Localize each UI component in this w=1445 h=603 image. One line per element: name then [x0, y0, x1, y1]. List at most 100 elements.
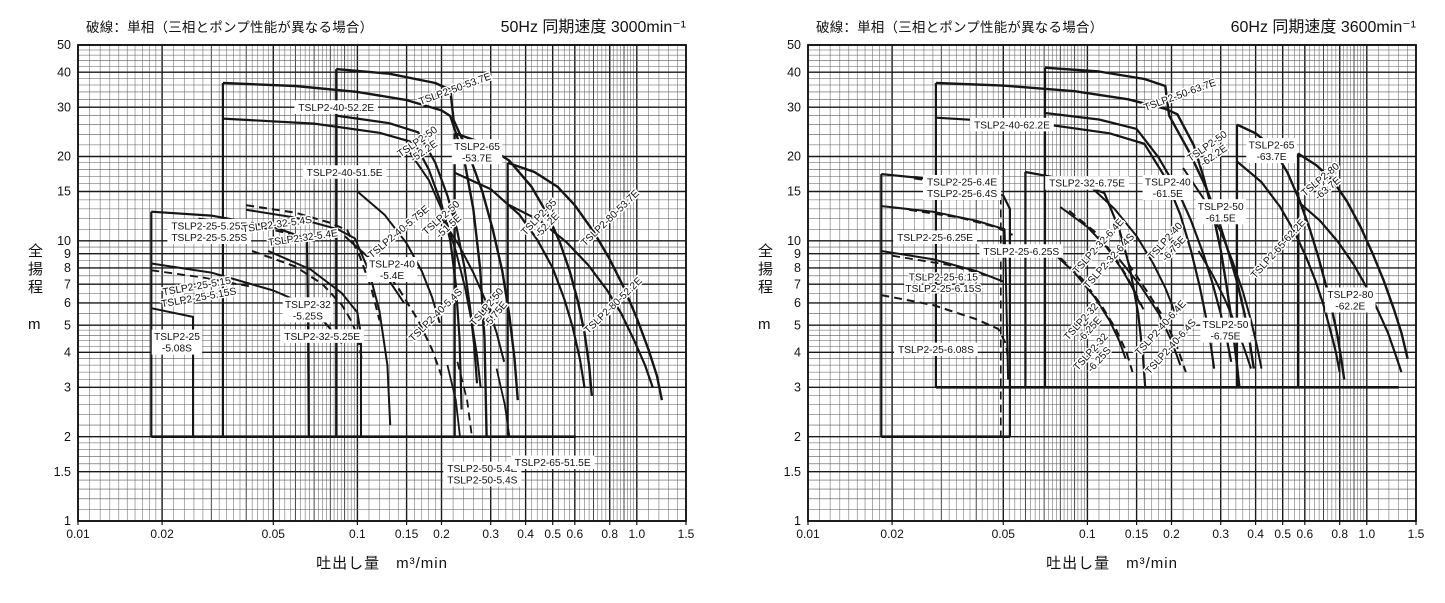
svg-text:TSLP2-32-5.25E: TSLP2-32-5.25E	[284, 332, 360, 343]
curve-TSLP2-65-62.2E	[1236, 160, 1341, 373]
pump-envelope-curves	[150, 67, 664, 438]
curve-TSLP2-50-6.75E	[1197, 250, 1252, 369]
svg-text:6: 6	[64, 296, 71, 310]
curve-TSLP2-25-5.08S	[151, 307, 194, 437]
svg-text:-62.2E: -62.2E	[1335, 302, 1365, 313]
curve-TSLP2-65-52.2E	[454, 171, 586, 388]
model-label: TSLP2-25-6.08S	[894, 342, 978, 356]
svg-text:TSLP2-65: TSLP2-65	[1249, 141, 1295, 152]
svg-text:1.0: 1.0	[1358, 527, 1375, 541]
model-label: TSLP2-80-62.2E	[1325, 287, 1376, 313]
model-label: TSLP2-65-51.5E	[510, 455, 595, 469]
model-label: TSLP2-50-51.5E	[419, 197, 465, 242]
svg-text:TSLP2-25-6.25S: TSLP2-25-6.25S	[983, 247, 1059, 258]
y-axis-title-60hz: 全揚程	[756, 243, 773, 297]
dashed-line-note-50hz: 破線：単相（三相とポンプ性能が異なる場合）	[86, 20, 374, 35]
svg-text:30: 30	[57, 100, 71, 114]
model-label: TSLP2-40-62.2E	[970, 117, 1054, 131]
svg-text:TSLP2-50-5.4E: TSLP2-50-5.4E	[447, 464, 517, 475]
curve-TSLP2-40-51.5E	[222, 117, 463, 410]
svg-text:TSLP2-32-6.75E: TSLP2-32-6.75E	[1049, 179, 1125, 190]
svg-text:TSLP2-40: TSLP2-40	[369, 260, 415, 271]
chart-60hz: TSLP2-50-63.7ETSLP2-40-62.2ETSLP2-65-63.…	[784, 38, 1425, 541]
svg-text:TSLP2-40-51.5E: TSLP2-40-51.5E	[307, 168, 383, 179]
y-axis-title-50hz: 全揚程	[26, 243, 43, 297]
curve-TSLP2-40-6.75E	[1086, 182, 1176, 312]
svg-text:4: 4	[794, 346, 801, 360]
model-label: TSLP2-40-52.2E	[294, 100, 379, 114]
svg-text:2: 2	[794, 430, 801, 444]
svg-text:0.6: 0.6	[1296, 527, 1313, 541]
dashed-line-note-60hz: 破線：単相（三相とポンプ性能が異なる場合）	[816, 20, 1104, 35]
axis-tick-labels: 0.01 0.02 0.05 0.1 0.15 0.2 0.3 0.4 0.5 0.6 0.8 1.0…	[784, 38, 1425, 541]
svg-text:0.5: 0.5	[544, 527, 561, 541]
svg-text:0.4: 0.4	[517, 527, 534, 541]
model-label: TSLP2-65-63.7E	[1246, 138, 1297, 163]
svg-text:TSLP2-25-6.15S: TSLP2-25-6.15S	[905, 284, 981, 295]
svg-text:4: 4	[64, 346, 71, 360]
svg-text:TSLP2-25-5.25E: TSLP2-25-5.25E	[171, 222, 247, 233]
model-label: TSLP2-65-53.7E	[451, 139, 503, 164]
svg-text:-63.7E: -63.7E	[1257, 152, 1287, 163]
svg-text:0.3: 0.3	[482, 527, 499, 541]
curve-TSLP2-25-6.25E	[881, 205, 1010, 380]
model-label: TSLP2-25-5.08S	[151, 329, 203, 355]
svg-text:TSLP2-25: TSLP2-25	[154, 332, 200, 343]
curve-TSLP2-32-6.4E	[1059, 206, 1142, 306]
curve-TSLP2-40-6.4E	[1118, 258, 1182, 366]
svg-text:TSLP2-50-5.4S: TSLP2-50-5.4S	[447, 476, 517, 487]
svg-text:20: 20	[57, 150, 71, 164]
curve-TSLP2-80-52.2E	[507, 203, 654, 388]
svg-text:8: 8	[794, 261, 801, 275]
model-label: TSLP2-32-5.25S	[282, 297, 334, 322]
model-label: TSLP2-50-61.5E	[1195, 199, 1246, 224]
curve-TSLP2-25-5.25S	[198, 217, 302, 240]
curve-TSLP2-25-5.15S	[151, 269, 253, 288]
model-label: TSLP2-40-6.75E	[1145, 219, 1190, 265]
curve-TSLP2-25-6.25S	[908, 208, 1014, 236]
svg-text:-53.7E: -53.7E	[462, 153, 492, 164]
svg-text:0.8: 0.8	[601, 527, 618, 541]
curve-TSLP2-40-52.2E	[222, 81, 488, 437]
model-label: TSLP2-80-63.7E	[1298, 160, 1345, 205]
curve-TSLP2-50-5.4E-end	[446, 364, 461, 437]
model-label: TSLP2-50-6.75E	[1200, 317, 1251, 343]
svg-text:40: 40	[787, 65, 801, 79]
svg-text:TSLP2-40: TSLP2-40	[1145, 178, 1191, 189]
svg-text:0.8: 0.8	[1331, 527, 1348, 541]
svg-text:0.01: 0.01	[66, 527, 90, 541]
svg-text:9: 9	[794, 247, 801, 261]
svg-text:0.05: 0.05	[262, 527, 286, 541]
model-label: TSLP2-32-5.25E	[280, 329, 365, 343]
svg-text:TSLP2-65: TSLP2-65	[454, 142, 500, 153]
curve-TSLP2-50-51.5E	[405, 147, 482, 388]
curve-TSLP2-32-6.4S	[1068, 210, 1146, 312]
svg-text:0.15: 0.15	[1125, 527, 1149, 541]
x-axis-title-60hz: 吐出し量 m³/min	[1046, 555, 1178, 572]
svg-text:TSLP2-80: TSLP2-80	[1327, 290, 1373, 301]
svg-text:50: 50	[57, 38, 71, 52]
curve-TSLP2-25-6.08S	[881, 294, 1010, 359]
svg-text:-61.5E: -61.5E	[1206, 213, 1236, 224]
model-label: TSLP2-25-6.25E	[893, 230, 977, 244]
model-label: TSLP2-40-61.5E	[1142, 175, 1194, 200]
grid	[77, 44, 687, 522]
curve-TSLP2-25-6.15S	[891, 254, 989, 277]
svg-text:2: 2	[64, 430, 71, 444]
svg-text:1.5: 1.5	[784, 465, 801, 479]
model-label: TSLP2-40-5.4E	[366, 257, 418, 282]
svg-text:30: 30	[787, 100, 801, 114]
svg-text:0.1: 0.1	[1079, 527, 1096, 541]
curve-TSLP2-50-53.7E	[336, 67, 519, 401]
svg-text:TSLP2-25-5.25S: TSLP2-25-5.25S	[171, 233, 247, 244]
svg-text:TSLP2-50: TSLP2-50	[1203, 320, 1249, 331]
svg-text:3: 3	[64, 381, 71, 395]
svg-text:0.2: 0.2	[1163, 527, 1180, 541]
svg-text:TSLP2-25-6.25E: TSLP2-25-6.25E	[897, 233, 973, 244]
curve-TSLP2-40-5.4S	[373, 257, 443, 377]
svg-text:10: 10	[787, 234, 801, 248]
